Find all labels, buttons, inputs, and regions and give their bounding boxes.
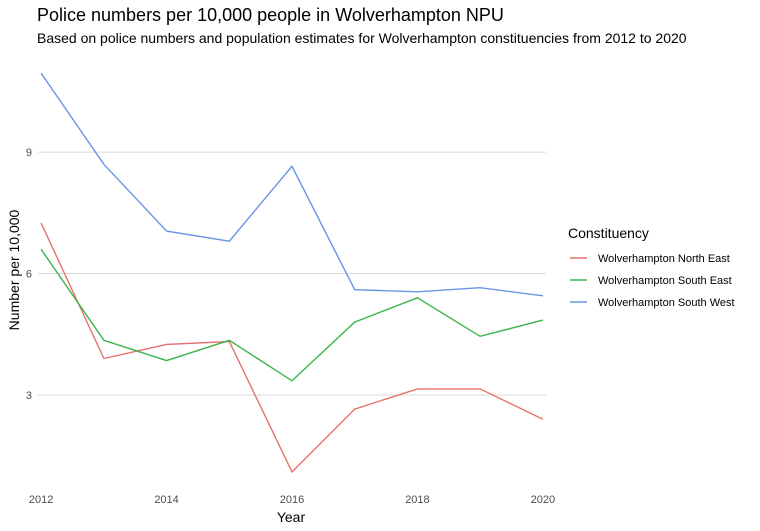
legend-label-wolverhampton-south-west: Wolverhampton South West (598, 297, 735, 309)
legend-label-wolverhampton-north-east: Wolverhampton North East (598, 253, 730, 265)
x-tick-label-2014: 2014 (154, 494, 178, 506)
y-tick-label-6: 6 (26, 269, 32, 281)
chart-title: Police numbers per 10,000 people in Wolv… (37, 5, 504, 25)
grid-lines (38, 151, 546, 396)
series-line-wolverhampton-south-west (40, 72, 543, 297)
legend-title: Constituency (568, 225, 649, 241)
x-tick-label-2020: 2020 (531, 494, 555, 506)
y-tick-label-9: 9 (26, 147, 32, 159)
legend-item-wolverhampton-south-east: Wolverhampton South East (570, 275, 732, 287)
y-tick-label-3: 3 (26, 390, 32, 402)
series-line-wolverhampton-south-east (40, 248, 544, 382)
x-tick-label-2016: 2016 (280, 494, 304, 506)
x-tick-label-2012: 2012 (29, 494, 53, 506)
series-lines (40, 72, 544, 474)
legend-item-wolverhampton-south-west: Wolverhampton South West (570, 297, 735, 309)
series-line-wolverhampton-north-east (40, 222, 544, 474)
x-axis-ticks: 2012 2014 2016 2018 2020 (29, 494, 555, 506)
legend-item-wolverhampton-north-east: Wolverhampton North East (570, 253, 730, 265)
legend-items: Wolverhampton North East Wolverhampton So… (570, 253, 735, 309)
y-axis-title: Number per 10,000 (6, 209, 22, 330)
chart-subtitle: Based on police numbers and population e… (37, 30, 687, 46)
x-tick-label-2018: 2018 (405, 494, 429, 506)
legend: Constituency Wolverhampton North EastWol… (568, 225, 735, 309)
x-axis-title: Year (277, 509, 306, 525)
legend-label-wolverhampton-south-east: Wolverhampton South East (598, 275, 732, 287)
y-axis-ticks: 3 6 9 (26, 147, 32, 402)
